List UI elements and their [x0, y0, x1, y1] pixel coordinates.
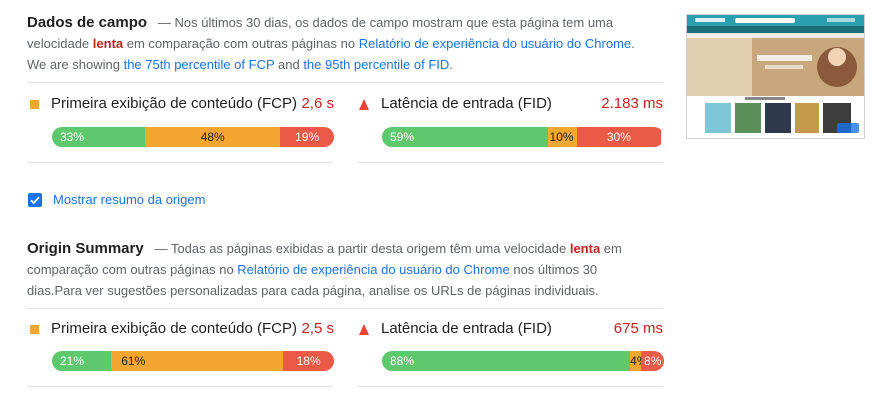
field-speed-label: lenta	[92, 36, 124, 51]
origin-fcp-good-segment: 21%	[52, 351, 112, 371]
origin-summary-checkbox[interactable]	[28, 193, 42, 207]
field-fid-good-segment: 59%	[382, 127, 549, 147]
origin-fcp-bar: 21% 61% 18%	[52, 351, 334, 371]
field-fcp-good-segment: 33%	[52, 127, 146, 147]
field-report-link[interactable]: Relatório de experiência do usuário do C…	[358, 36, 632, 51]
origin-fcp-name: Primeira exibição de conteúdo (FCP)	[51, 320, 297, 337]
origin-fcp-average-segment: 61%	[111, 351, 284, 371]
field-fcp-divider	[27, 162, 333, 163]
origin-fcp-poor-segment: 18%	[283, 351, 334, 371]
origin-summary-description: Origin Summary — Todas as páginas exibid…	[27, 238, 627, 301]
origin-dash: —	[154, 241, 168, 256]
origin-speed-label: lenta	[569, 241, 601, 256]
origin-fcp-value: 2,5 s	[301, 320, 334, 337]
origin-fcp-divider	[27, 386, 333, 387]
origin-fid-poor-segment: 8%	[641, 351, 664, 371]
field-divider	[27, 82, 663, 83]
field-fid-average-segment: 10%	[548, 127, 577, 147]
field-fcp-name: Primeira exibição de conteúdo (FCP)	[51, 95, 297, 112]
fcp-percentile-link[interactable]: the 75th percentile of FCP	[123, 57, 275, 72]
field-fid-name: Latência de entrada (FID)	[381, 95, 552, 112]
origin-divider	[27, 308, 663, 309]
field-fcp-average-segment: 48%	[145, 127, 281, 147]
origin-desc-mid: em comparação com outras páginas no	[27, 241, 622, 277]
field-data-description: Dados de campo — Nos últimos 30 dias, os…	[27, 12, 637, 75]
field-fcp-poor-segment: 19%	[280, 127, 334, 147]
origin-fid-average-segment: 4%	[630, 351, 648, 371]
page-screenshot-thumbnail	[686, 14, 865, 139]
field-line2-pre: We are showing	[27, 57, 124, 72]
field-line2-end: .	[449, 57, 453, 72]
origin-summary-title: Origin Summary	[27, 240, 144, 257]
origin-summary-toggle-label[interactable]: Mostrar resumo da origem	[53, 192, 206, 207]
field-data-dash: —	[157, 15, 171, 30]
field-desc-pre: Nos últimos 30 dias, os dados de campo m…	[27, 15, 614, 51]
orange-square-icon	[30, 325, 39, 334]
origin-fid-value: 675 ms	[613, 320, 663, 337]
field-desc-mid: em comparação com outras páginas no	[123, 36, 359, 51]
thumbnail-drawing	[687, 15, 864, 138]
field-fid-value: 2.183 ms	[601, 95, 663, 112]
origin-report-link[interactable]: Relatório de experiência do usuário do C…	[237, 262, 510, 277]
checkmark-icon	[30, 196, 40, 205]
origin-desc-pre: Todas as páginas exibidas a partir desta…	[167, 241, 570, 256]
field-data-title: Dados de campo	[27, 14, 148, 31]
field-fid-bar: 59% 10% 30%	[382, 127, 664, 147]
fid-percentile-link[interactable]: the 95th percentile of FID	[303, 57, 450, 72]
field-fcp-value: 2,6 s	[301, 95, 334, 112]
origin-fid-name: Latência de entrada (FID)	[381, 320, 552, 337]
red-triangle-icon	[359, 324, 369, 335]
origin-fid-good-segment: 88%	[382, 351, 631, 371]
orange-square-icon	[30, 100, 39, 109]
field-fid-divider	[357, 162, 663, 163]
field-line2-mid: and	[274, 57, 304, 72]
field-fcp-bar: 33% 48% 19%	[52, 127, 334, 147]
origin-desc-end: nos últimos 30 dias.Para ver sugestões p…	[27, 262, 599, 298]
red-triangle-icon	[359, 99, 369, 110]
field-desc-end: .	[631, 36, 635, 51]
origin-fid-divider	[357, 386, 663, 387]
origin-fid-bar: 88% 4% 8%	[382, 351, 664, 371]
field-fid-poor-segment: 30%	[576, 127, 662, 147]
